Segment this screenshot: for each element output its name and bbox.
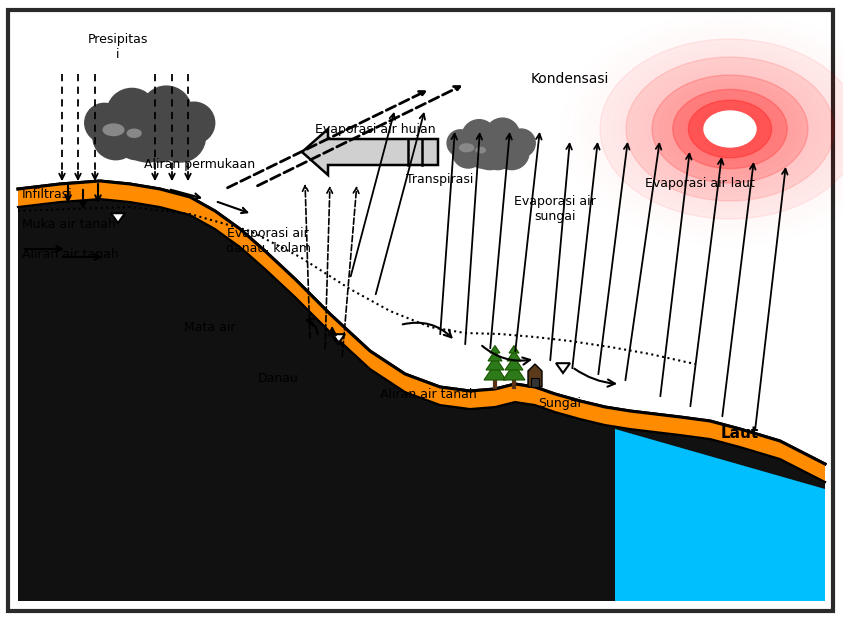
FancyArrowPatch shape: [403, 322, 452, 337]
Polygon shape: [505, 357, 523, 370]
Polygon shape: [490, 345, 500, 353]
Circle shape: [115, 118, 157, 160]
Text: Laut: Laut: [721, 426, 760, 441]
Polygon shape: [528, 364, 542, 387]
Polygon shape: [556, 363, 570, 373]
Text: Muka air tanah: Muka air tanah: [22, 217, 115, 230]
Circle shape: [468, 126, 512, 170]
Text: Evaporasi air hujan: Evaporasi air hujan: [315, 123, 436, 136]
Polygon shape: [18, 181, 825, 482]
Polygon shape: [503, 363, 525, 380]
Text: Evaporasi air laut: Evaporasi air laut: [645, 178, 754, 191]
FancyArrowPatch shape: [482, 346, 530, 365]
Circle shape: [106, 89, 157, 139]
Text: Aliran air tanah: Aliran air tanah: [379, 387, 476, 400]
Circle shape: [507, 129, 535, 157]
Text: Kondensasi: Kondensasi: [531, 72, 609, 86]
Circle shape: [482, 139, 513, 170]
Polygon shape: [507, 350, 521, 361]
Ellipse shape: [127, 129, 141, 137]
Text: Mata air: Mata air: [185, 321, 236, 334]
Polygon shape: [488, 350, 502, 361]
Polygon shape: [111, 213, 125, 223]
Circle shape: [155, 111, 206, 162]
Text: Aliran permukaan: Aliran permukaan: [144, 158, 255, 171]
FancyArrowPatch shape: [329, 328, 342, 345]
Polygon shape: [615, 429, 825, 601]
Polygon shape: [18, 181, 825, 482]
Polygon shape: [302, 129, 438, 175]
FancyArrowPatch shape: [574, 368, 615, 387]
Ellipse shape: [626, 57, 834, 201]
Ellipse shape: [459, 144, 474, 152]
Ellipse shape: [600, 39, 843, 219]
Circle shape: [486, 118, 519, 152]
Polygon shape: [18, 199, 825, 601]
FancyArrowPatch shape: [307, 319, 318, 334]
Text: Presipitas
i: Presipitas i: [88, 33, 148, 61]
Text: Infiltrasi: Infiltrasi: [22, 188, 72, 201]
Polygon shape: [331, 334, 345, 344]
Polygon shape: [484, 363, 506, 380]
Circle shape: [141, 86, 191, 137]
Circle shape: [115, 98, 180, 162]
Text: Danau: Danau: [258, 373, 298, 386]
Polygon shape: [486, 357, 504, 370]
Circle shape: [453, 137, 484, 168]
Text: Sungai: Sungai: [539, 397, 582, 410]
Text: Transpirasi: Transpirasi: [406, 173, 474, 186]
Circle shape: [93, 114, 139, 160]
Polygon shape: [509, 345, 519, 353]
Circle shape: [447, 130, 474, 157]
Text: Evaporasi air
danau, kolam: Evaporasi air danau, kolam: [225, 227, 310, 255]
Bar: [531, 378, 539, 387]
Circle shape: [468, 140, 497, 168]
Ellipse shape: [476, 147, 486, 153]
Ellipse shape: [652, 75, 808, 183]
Circle shape: [137, 116, 182, 162]
Ellipse shape: [689, 100, 771, 158]
Text: Aliran air tanah: Aliran air tanah: [22, 248, 119, 261]
Circle shape: [85, 103, 124, 142]
Circle shape: [462, 119, 497, 154]
Ellipse shape: [673, 89, 787, 168]
Circle shape: [174, 102, 215, 144]
Ellipse shape: [103, 124, 124, 136]
Ellipse shape: [704, 111, 756, 147]
Text: Evaporasi air
sungai: Evaporasi air sungai: [514, 195, 596, 223]
Circle shape: [495, 136, 529, 170]
